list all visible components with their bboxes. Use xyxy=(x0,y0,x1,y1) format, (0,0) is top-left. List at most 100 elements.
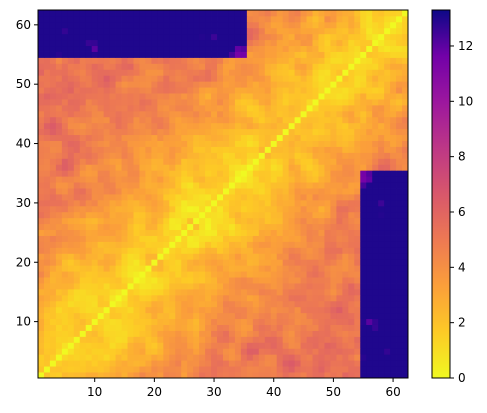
heatmap-cell xyxy=(49,15,57,23)
heatmap-cell xyxy=(169,33,176,41)
heatmap-cell xyxy=(109,122,116,130)
heatmap-cell xyxy=(133,217,140,225)
heatmap-cell xyxy=(139,110,146,118)
heatmap-cell xyxy=(193,277,200,284)
heatmap-cell xyxy=(264,87,272,94)
heatmap-cell xyxy=(360,318,367,325)
heatmap-cell xyxy=(324,211,331,219)
heatmap-cell xyxy=(133,188,140,195)
heatmap-cell xyxy=(378,194,385,201)
heatmap-cell xyxy=(390,306,397,314)
heatmap-cell xyxy=(97,330,105,337)
heatmap-cell xyxy=(103,99,111,106)
heatmap-cell xyxy=(228,134,236,141)
heatmap-cell xyxy=(240,104,248,112)
heatmap-cell xyxy=(163,247,170,254)
heatmap-cell xyxy=(109,259,116,266)
heatmap-cell xyxy=(252,27,260,35)
heatmap-cell xyxy=(402,75,409,82)
heatmap-cell xyxy=(157,87,164,94)
heatmap-cell xyxy=(61,199,69,207)
heatmap-cell xyxy=(312,10,319,17)
heatmap-cell xyxy=(175,188,182,195)
heatmap-cell xyxy=(175,45,182,52)
heatmap-cell xyxy=(79,288,87,296)
heatmap-cell xyxy=(288,10,296,17)
heatmap-cell xyxy=(61,348,69,355)
heatmap-cell xyxy=(288,33,296,41)
heatmap-cell xyxy=(163,265,170,272)
heatmap-cell xyxy=(187,283,194,290)
heatmap-cell xyxy=(163,39,170,47)
heatmap-cell xyxy=(193,259,200,266)
heatmap-cell xyxy=(61,188,69,195)
heatmap-cell xyxy=(240,372,248,379)
heatmap-cell xyxy=(38,27,45,35)
heatmap-cell xyxy=(240,164,248,171)
heatmap-cell xyxy=(264,194,272,201)
heatmap-cell xyxy=(372,170,379,177)
heatmap-cell xyxy=(49,99,57,106)
heatmap-cell xyxy=(61,15,69,23)
heatmap-cell xyxy=(300,45,307,52)
heatmap-cell xyxy=(330,104,337,112)
heatmap-cell xyxy=(240,259,248,266)
heatmap-cell xyxy=(264,241,272,248)
heatmap-cell xyxy=(378,57,385,64)
heatmap-cell xyxy=(288,63,296,70)
heatmap-cell xyxy=(228,306,236,314)
heatmap-cell xyxy=(366,366,373,373)
heatmap-cell xyxy=(121,176,128,183)
heatmap-cell xyxy=(366,176,373,183)
heatmap-cell xyxy=(354,140,361,147)
heatmap-cell xyxy=(366,75,373,82)
heatmap-cell xyxy=(294,128,301,136)
heatmap-cell xyxy=(43,152,51,159)
heatmap-cell xyxy=(342,277,349,284)
heatmap-cell xyxy=(157,265,164,272)
heatmap-cell xyxy=(103,158,111,165)
heatmap-cell xyxy=(127,45,134,52)
heatmap-cell xyxy=(223,51,230,58)
heatmap-cell xyxy=(133,366,140,373)
heatmap-cell xyxy=(318,194,325,201)
heatmap-cell xyxy=(145,182,152,189)
heatmap-cell xyxy=(61,235,69,242)
heatmap-cell xyxy=(61,170,69,177)
heatmap-cell xyxy=(61,93,69,100)
heatmap-cell xyxy=(270,158,278,165)
heatmap-cell xyxy=(127,217,134,225)
heatmap-cell xyxy=(240,211,248,219)
heatmap-cell xyxy=(181,271,188,278)
heatmap-cell xyxy=(252,128,260,136)
heatmap-cell xyxy=(300,27,307,35)
heatmap-cell xyxy=(270,93,278,100)
heatmap-cell xyxy=(175,116,182,124)
heatmap-cell xyxy=(228,99,236,106)
heatmap-cell xyxy=(390,81,397,88)
heatmap-cell xyxy=(91,122,99,130)
heatmap-cell xyxy=(115,283,122,290)
heatmap-cell xyxy=(115,241,122,248)
heatmap-cell xyxy=(85,348,93,355)
heatmap-cell xyxy=(306,39,313,47)
heatmap-cell xyxy=(151,253,158,260)
heatmap-cell xyxy=(187,104,194,112)
heatmap-cell xyxy=(288,188,296,195)
heatmap-cell xyxy=(175,104,182,112)
heatmap-cell xyxy=(109,134,116,141)
heatmap-cell xyxy=(127,170,134,177)
heatmap-cell xyxy=(228,354,236,361)
heatmap-cell xyxy=(127,235,134,242)
heatmap-cell xyxy=(97,63,105,70)
heatmap-cell xyxy=(157,27,164,35)
heatmap-cell xyxy=(175,271,182,278)
heatmap-cell xyxy=(145,176,152,183)
heatmap-cell xyxy=(205,110,212,118)
heatmap-cell xyxy=(336,27,343,35)
heatmap-cell xyxy=(270,259,278,266)
heatmap-cell xyxy=(342,164,349,171)
heatmap-cell xyxy=(157,15,164,23)
heatmap-cell xyxy=(282,253,290,260)
heatmap-cell xyxy=(378,27,385,35)
